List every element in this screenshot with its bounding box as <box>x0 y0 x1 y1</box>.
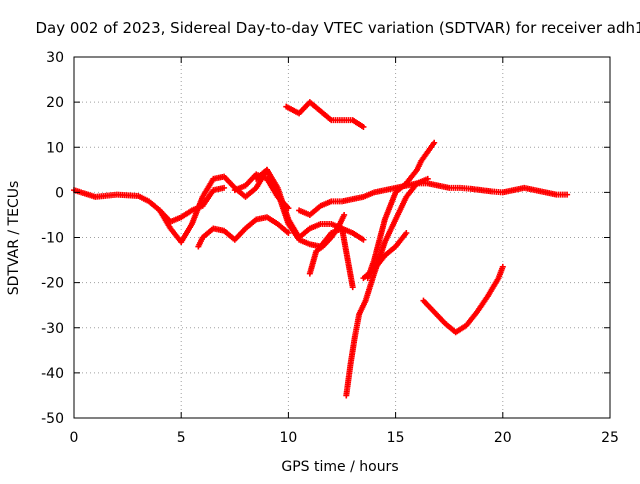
data-point <box>349 284 356 291</box>
data-series <box>195 214 292 250</box>
data-point <box>431 139 438 146</box>
data-point <box>424 175 431 182</box>
data-series <box>306 211 348 277</box>
x-tick-label: 25 <box>601 430 619 446</box>
data-point <box>341 211 348 218</box>
y-tick-label: -40 <box>41 366 64 382</box>
data-series <box>156 166 356 291</box>
y-tick-label: 0 <box>55 185 64 201</box>
data-point <box>360 123 367 130</box>
data-series <box>296 180 571 218</box>
data-point <box>564 191 571 198</box>
data-point <box>403 229 410 236</box>
y-tick-label: -30 <box>41 321 64 337</box>
x-tick-label: 15 <box>387 430 405 446</box>
x-axis-label: GPS time / hours <box>281 459 398 475</box>
x-tick-label: 20 <box>494 430 512 446</box>
data-series <box>420 263 506 336</box>
y-tick-label: 30 <box>46 50 64 66</box>
ticks: 0 5 10 15 20 25 -50 -40 -30 -20 -10 0 10 20 30 <box>41 50 619 446</box>
x-tick-label: 10 <box>279 430 297 446</box>
data-series <box>360 229 410 282</box>
x-tick-label: 5 <box>177 430 186 446</box>
data-series <box>283 99 367 130</box>
y-tick-label: -20 <box>41 276 64 292</box>
y-tick-label: -10 <box>41 231 64 247</box>
data-point <box>499 263 506 270</box>
data-series <box>364 139 438 282</box>
chart-title: Day 002 of 2023, Sidereal Day-to-day VTE… <box>35 19 640 37</box>
y-axis-label: SDTVAR / TECUs <box>6 181 22 296</box>
y-tick-label: 20 <box>46 95 64 111</box>
data-layer <box>71 99 571 399</box>
y-tick-label: -50 <box>41 411 64 427</box>
y-tick-label: 10 <box>46 140 64 156</box>
data-point <box>360 236 367 243</box>
data-point <box>221 184 228 191</box>
x-tick-label: 0 <box>70 430 79 446</box>
data-point <box>285 229 292 236</box>
